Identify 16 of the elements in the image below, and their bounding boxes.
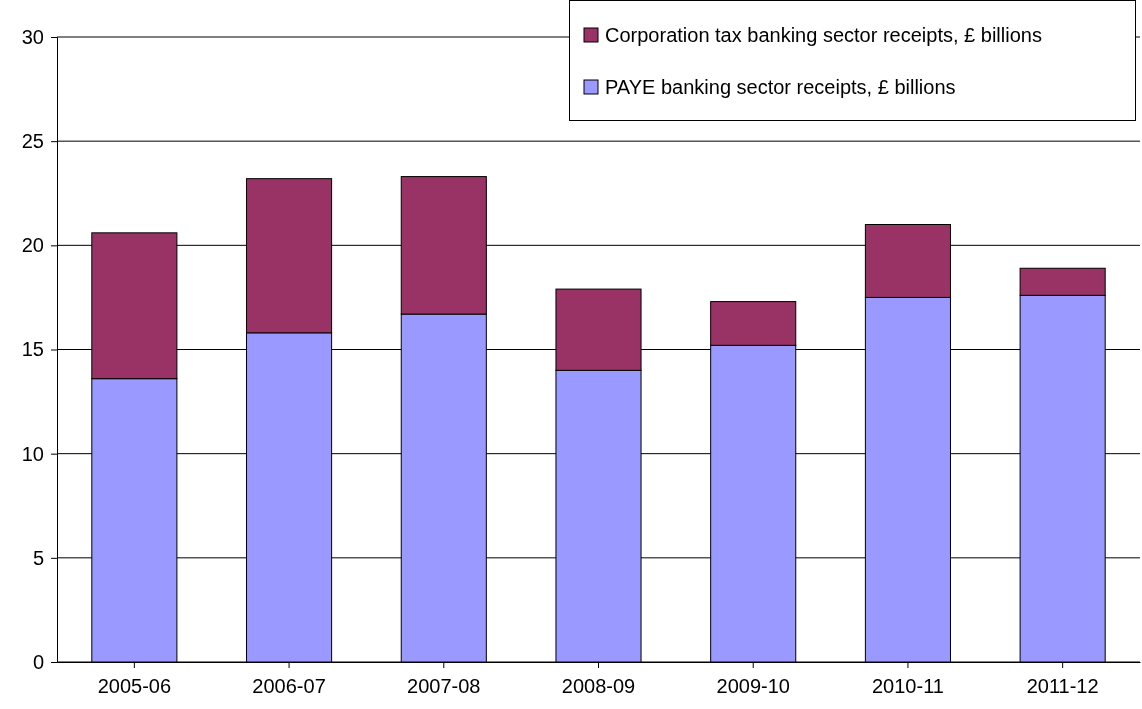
y-tick-label: 30 <box>21 25 44 48</box>
y-tick-label: 10 <box>21 442 44 465</box>
x-tick-label: 2006-07 <box>252 675 326 697</box>
y-tick-label: 20 <box>21 234 44 257</box>
x-tick-label: 2005-06 <box>97 675 172 697</box>
x-tick-label: 2010-11 <box>871 675 944 697</box>
y-tick-label: 5 <box>32 546 44 569</box>
x-tick-label: 2009-10 <box>716 675 790 697</box>
legend-label: Corporation tax banking sector receipts, £ billions <box>605 24 1042 46</box>
legend-label: PAYE banking sector receipts, £ billions <box>605 76 956 98</box>
x-tick-label: 2007-08 <box>407 675 481 697</box>
x-tick-label: 2011-12 <box>1026 675 1099 697</box>
y-tick-label: 25 <box>21 130 44 153</box>
y-tick-label: 15 <box>21 338 44 361</box>
x-tick-label: 2008-09 <box>561 675 636 697</box>
y-tick-label: 0 <box>32 650 44 673</box>
